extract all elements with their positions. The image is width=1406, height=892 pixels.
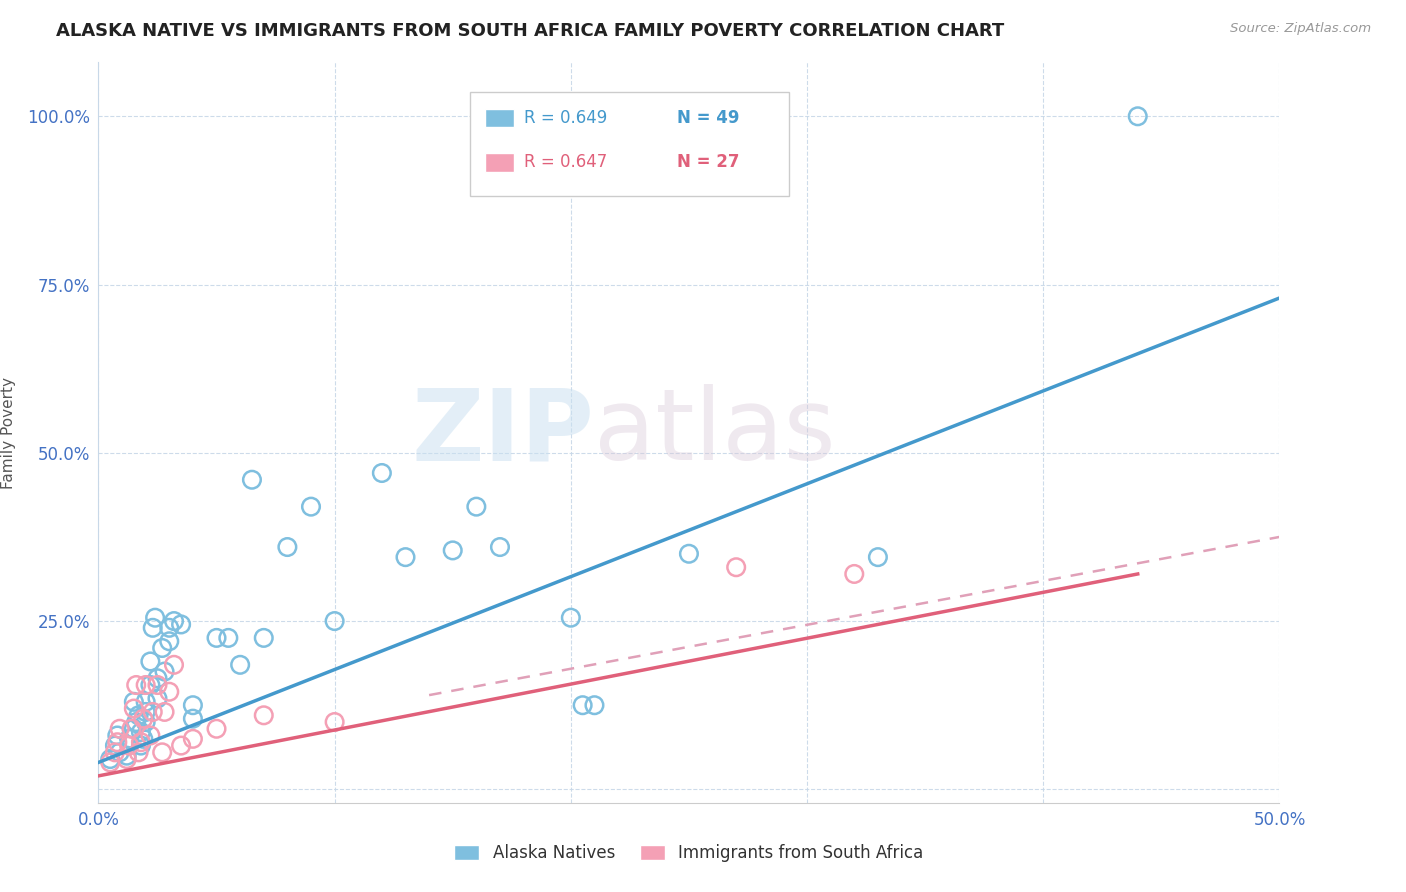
Point [104, 745, 127, 759]
Point [132, 731, 155, 746]
Point [135, 714, 157, 729]
Point [276, 540, 298, 554]
Bar [485, 153, 515, 171]
Text: ZIP: ZIP [412, 384, 595, 481]
FancyBboxPatch shape [471, 92, 789, 195]
Point [489, 540, 512, 554]
Point [139, 655, 162, 669]
Point [135, 705, 157, 719]
Point [98, 752, 121, 766]
Point [105, 729, 128, 743]
Legend: Alaska Natives, Immigrants from South Africa: Alaska Natives, Immigrants from South Af… [447, 838, 931, 869]
Point [725, 560, 748, 574]
Text: R = 0.649: R = 0.649 [523, 109, 607, 127]
Point [299, 500, 322, 514]
Point [115, 752, 138, 766]
Point [153, 665, 176, 679]
Point [135, 678, 157, 692]
Point [240, 473, 263, 487]
Point [1126, 109, 1149, 123]
Point [844, 566, 866, 581]
Point [139, 678, 162, 692]
Point [323, 714, 346, 729]
Y-axis label: Family Poverty: Family Poverty [1, 376, 15, 489]
Point [125, 714, 148, 729]
Point [465, 500, 488, 514]
Point [115, 748, 138, 763]
Point [678, 547, 700, 561]
Point [229, 657, 252, 672]
Point [122, 722, 145, 736]
Point [104, 739, 127, 753]
Text: atlas: atlas [595, 384, 837, 481]
Point [150, 745, 173, 759]
Point [371, 466, 394, 480]
Point [146, 691, 169, 706]
Point [129, 739, 152, 753]
Point [128, 708, 150, 723]
Point [253, 631, 276, 645]
Point [122, 695, 145, 709]
Point [157, 634, 180, 648]
Point [560, 611, 582, 625]
Point [98, 756, 121, 770]
Point [122, 701, 145, 715]
Point [181, 712, 204, 726]
Point [105, 735, 128, 749]
Point [205, 631, 228, 645]
Text: ALASKA NATIVE VS IMMIGRANTS FROM SOUTH AFRICA FAMILY POVERTY CORRELATION CHART: ALASKA NATIVE VS IMMIGRANTS FROM SOUTH A… [56, 22, 1004, 40]
Point [157, 685, 180, 699]
Point [118, 739, 141, 753]
Point [146, 671, 169, 685]
Point [143, 611, 166, 625]
Point [181, 731, 204, 746]
Bar [485, 109, 515, 128]
Point [163, 614, 186, 628]
Point [181, 698, 204, 713]
Point [157, 621, 180, 635]
Point [125, 678, 148, 692]
Point [132, 712, 155, 726]
Point [150, 640, 173, 655]
Point [135, 695, 157, 709]
Point [163, 657, 186, 672]
Point [394, 550, 416, 565]
Point [253, 708, 276, 723]
Point [129, 725, 152, 739]
Point [146, 678, 169, 692]
Point [139, 729, 162, 743]
Point [323, 614, 346, 628]
Point [153, 705, 176, 719]
Point [866, 550, 889, 565]
Text: N = 49: N = 49 [678, 109, 740, 127]
Text: R = 0.647: R = 0.647 [523, 153, 607, 171]
Point [128, 745, 150, 759]
Point [118, 731, 141, 746]
Point [129, 735, 152, 749]
Point [142, 621, 165, 635]
Point [583, 698, 606, 713]
Point [170, 617, 193, 632]
Point [108, 745, 131, 759]
Text: N = 27: N = 27 [678, 153, 740, 171]
Point [217, 631, 239, 645]
Point [205, 722, 228, 736]
Point [170, 739, 193, 753]
Text: Source: ZipAtlas.com: Source: ZipAtlas.com [1230, 22, 1371, 36]
Point [121, 722, 143, 736]
Point [108, 722, 131, 736]
Point [441, 543, 464, 558]
Point [142, 705, 165, 719]
Point [571, 698, 593, 713]
